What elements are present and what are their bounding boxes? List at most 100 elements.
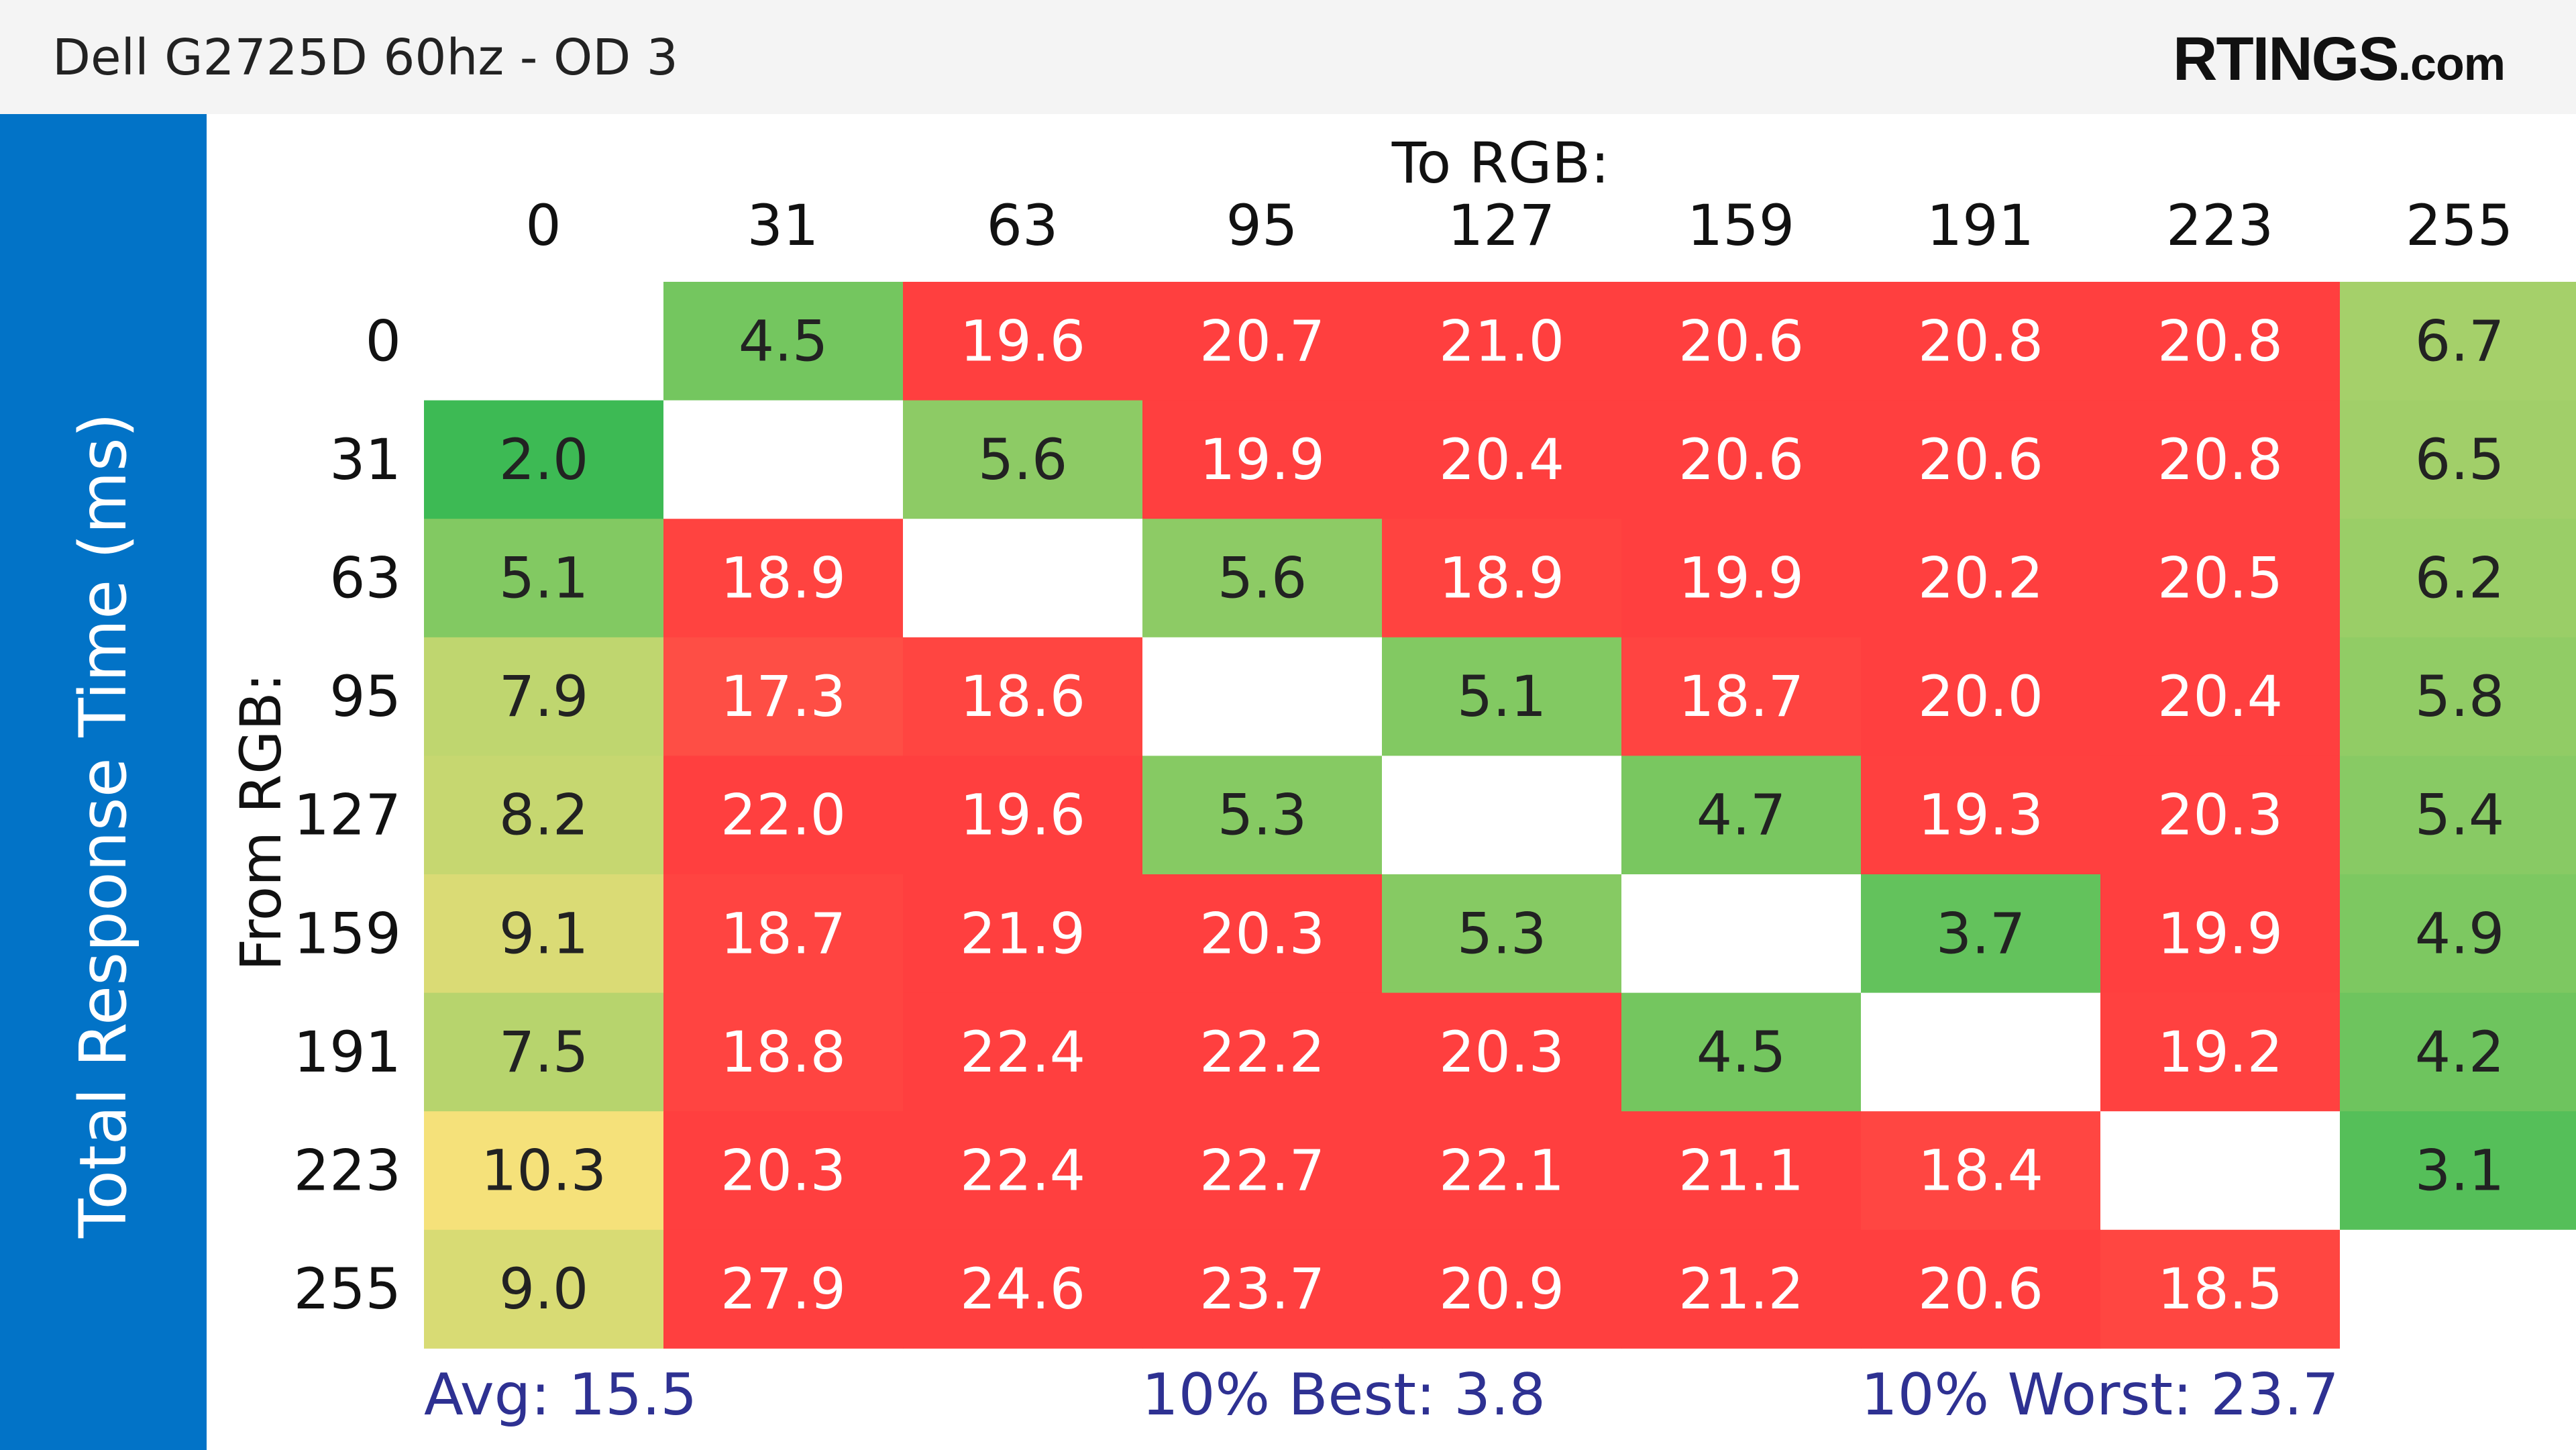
heatmap-cell — [663, 637, 904, 756]
col-header-31: 31 — [747, 193, 819, 258]
cell-value-label: 20.3 — [2157, 782, 2283, 848]
heatmap-cell — [1621, 756, 1862, 875]
heatmap-cell — [903, 992, 1143, 1112]
heatmap-cell — [1142, 874, 1383, 994]
cell-value-label: 6.7 — [2415, 308, 2505, 374]
heatmap-cell — [1382, 400, 1622, 519]
heatmap-cell — [1621, 637, 1862, 756]
heatmap-cell — [903, 637, 1143, 756]
heatmap-cell — [903, 282, 1143, 401]
row-header-255: 255 — [294, 1256, 401, 1322]
heatmap-cell — [903, 400, 1143, 519]
cell-value-label: 19.2 — [2157, 1019, 2283, 1085]
cell-value-label: 22.0 — [720, 782, 846, 848]
cell-value-label: 18.8 — [720, 1019, 846, 1085]
cell-value-label: 19.9 — [1678, 546, 1804, 611]
col-header-63: 63 — [987, 193, 1059, 258]
heatmap-cell — [1382, 637, 1622, 756]
heatmap-cell — [1382, 282, 1622, 401]
cell-value-label: 20.2 — [1918, 546, 2043, 611]
heatmap-cell — [1621, 874, 1862, 994]
heatmap-cell — [424, 992, 664, 1112]
cell-value-label: 21.1 — [1678, 1138, 1804, 1204]
heatmap-cell — [1621, 1111, 1862, 1231]
row-header-95: 95 — [329, 664, 401, 729]
cell-value-label: 19.3 — [1918, 782, 2043, 848]
column-headers: 0 31 63 95 127 159 191 223 255 — [525, 193, 2513, 258]
heatmap-cell — [1142, 1111, 1383, 1231]
heatmap-cell — [1142, 992, 1383, 1112]
heatmap-cell — [2100, 519, 2341, 638]
cell-value-label: 8.2 — [499, 782, 589, 848]
cell-value-label: 4.7 — [1697, 782, 1786, 848]
chart-header: Dell G2725D 60hz - OD 3 RTINGS.com — [0, 0, 2576, 114]
heatmap-cell — [1382, 1229, 1622, 1349]
heatmap-cell — [1142, 756, 1383, 875]
y-axis-title: From RGB: — [228, 673, 294, 971]
cell-value-label: 19.9 — [1199, 427, 1325, 493]
cell-value-label: 22.7 — [1199, 1138, 1325, 1204]
heatmap-cell — [1861, 756, 2101, 875]
heatmap-cell — [1861, 400, 2101, 519]
cell-value-label: 20.3 — [1439, 1019, 1564, 1085]
heatmap-cell — [1861, 282, 2101, 401]
logo-suffix: .com — [2398, 38, 2506, 90]
heatmap-cell — [2340, 874, 2576, 994]
logo-text: RTINGS — [2173, 25, 2400, 93]
cell-value-label: 24.6 — [960, 1256, 1085, 1322]
heatmap-cell — [1861, 637, 2101, 756]
row-header-159: 159 — [294, 900, 401, 966]
heatmap-cell — [1382, 874, 1622, 994]
heatmap-cell — [1142, 282, 1383, 401]
cell-value-label: 20.4 — [1439, 427, 1564, 493]
heatmap-cell — [1142, 637, 1383, 756]
cell-value-label: 22.2 — [1199, 1019, 1325, 1085]
cell-value-label: 2.0 — [499, 427, 589, 493]
cell-value-label: 6.2 — [2415, 546, 2505, 611]
row-header-0: 0 — [366, 308, 401, 374]
heatmap-cell — [1382, 519, 1622, 638]
heatmap-cell — [1621, 519, 1862, 638]
cell-value-label: 19.6 — [960, 782, 1085, 848]
cell-value-label: 18.4 — [1918, 1138, 2043, 1204]
heatmap-cell — [1142, 400, 1383, 519]
heatmap-cell — [903, 1229, 1143, 1349]
cell-value-label: 23.7 — [1199, 1256, 1325, 1322]
heatmap-cell — [1621, 1229, 1862, 1349]
cell-value-label: 21.9 — [960, 900, 1085, 966]
cell-value-label: 5.6 — [1218, 546, 1307, 611]
chart-title: Dell G2725D 60hz - OD 3 — [52, 29, 678, 87]
cell-value-label: 4.2 — [2415, 1019, 2505, 1085]
heatmap-cell — [2340, 1229, 2576, 1349]
cell-value-label: 20.8 — [1918, 308, 2043, 374]
cell-value-label: 20.3 — [720, 1138, 846, 1204]
cell-value-label: 20.4 — [2157, 664, 2283, 729]
stat-worst-10pct: 10% Worst: 23.7 — [1861, 1361, 2339, 1429]
cell-value-label: 18.7 — [720, 900, 846, 966]
heatmap-cell — [663, 1229, 904, 1349]
cell-value-label: 21.2 — [1678, 1256, 1804, 1322]
heatmap-cell — [2100, 992, 2341, 1112]
cell-value-label: 20.6 — [1678, 308, 1804, 374]
heatmap-cell — [424, 1111, 664, 1231]
heatmap-cell — [2100, 874, 2341, 994]
cell-value-label: 20.9 — [1439, 1256, 1564, 1322]
cell-value-label: 22.1 — [1439, 1138, 1564, 1204]
heatmap-cell — [1861, 992, 2101, 1112]
heatmap-cell — [663, 400, 904, 519]
heatmap-cell — [1621, 282, 1862, 401]
cell-value-label: 18.6 — [960, 664, 1085, 729]
heatmap-cell — [1861, 1229, 2101, 1349]
col-header-223: 223 — [2166, 193, 2273, 258]
heatmap-cell — [663, 874, 904, 994]
heatmap-cell — [2100, 756, 2341, 875]
cell-value-label: 22.4 — [960, 1138, 1085, 1204]
cell-value-label: 7.9 — [499, 664, 589, 729]
heatmap-cell — [903, 756, 1143, 875]
heatmap-cell — [2340, 282, 2576, 401]
heatmap-cell — [2100, 1111, 2341, 1231]
heatmap-cell — [424, 1229, 664, 1349]
row-header-191: 191 — [294, 1019, 401, 1085]
heatmap-cell — [1621, 400, 1862, 519]
